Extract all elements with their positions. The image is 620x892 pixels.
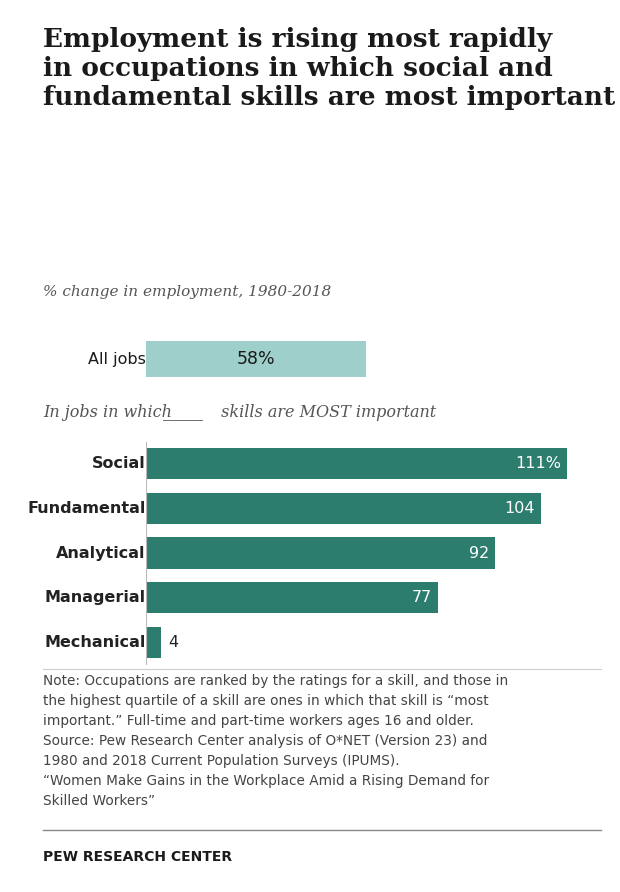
FancyBboxPatch shape [146, 342, 366, 376]
Text: Employment is rising most rapidly
in occupations in which social and
fundamental: Employment is rising most rapidly in occ… [43, 27, 616, 110]
Text: PEW RESEARCH CENTER: PEW RESEARCH CENTER [43, 849, 232, 863]
Text: In jobs in which: In jobs in which [43, 404, 177, 421]
Bar [146, 492, 541, 524]
Bar [146, 582, 438, 614]
Text: skills are MOST important: skills are MOST important [216, 404, 436, 421]
Text: Analytical: Analytical [56, 546, 146, 560]
Text: 4: 4 [169, 635, 179, 649]
Text: 111%: 111% [515, 457, 562, 471]
Text: Note: Occupations are ranked by the ratings for a skill, and those in
the highes: Note: Occupations are ranked by the rati… [43, 673, 508, 808]
Text: Managerial: Managerial [45, 591, 146, 605]
Text: Mechanical: Mechanical [44, 635, 146, 649]
Text: _____: _____ [164, 404, 203, 421]
Text: Social: Social [92, 457, 146, 471]
Bar [146, 537, 495, 569]
Text: 77: 77 [412, 591, 432, 605]
Text: 58%: 58% [236, 350, 275, 368]
Text: 92: 92 [469, 546, 489, 560]
Bar [146, 626, 161, 658]
Text: % change in employment, 1980-2018: % change in employment, 1980-2018 [43, 285, 332, 299]
Text: 104: 104 [505, 501, 535, 516]
Bar [146, 449, 567, 480]
Text: Fundamental: Fundamental [27, 501, 146, 516]
Text: All jobs: All jobs [88, 351, 146, 367]
